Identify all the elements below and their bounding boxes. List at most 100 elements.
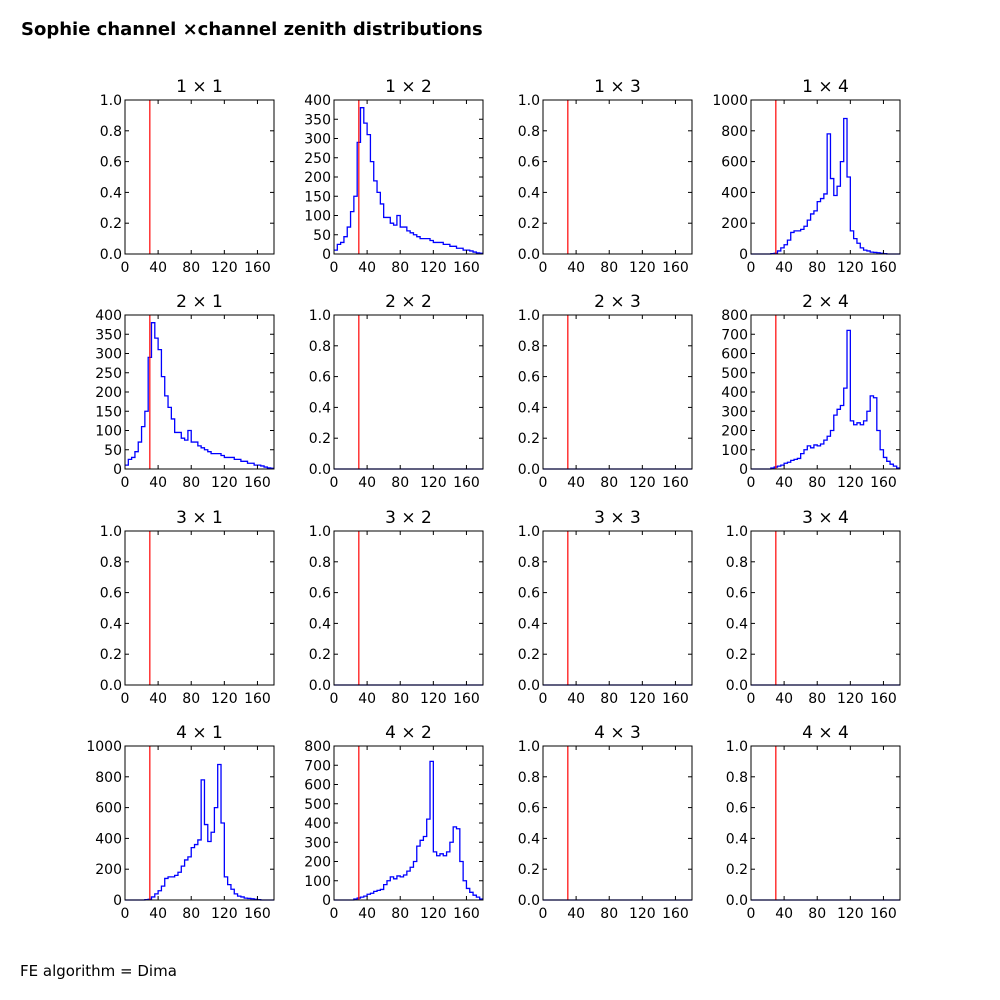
y-tick-label: 0.0 [518,462,540,478]
y-tick-label: 0.8 [518,555,540,571]
y-tick-label: 0.6 [309,370,331,386]
x-tick-label: 0 [121,691,130,707]
y-tick-label: 800 [721,308,748,324]
axes-frame [333,745,484,901]
y-tick-label: 0.0 [309,678,331,694]
x-tick-label: 0 [330,906,339,922]
y-tick-label: 700 [304,758,331,774]
y-tick-label: 0.2 [100,647,122,663]
subplot-title: 4 × 1 [176,723,223,743]
y-tick-label: 0.4 [309,400,331,416]
y-tick-label: 200 [721,216,748,232]
y-tick-label: 200 [304,855,331,871]
axes-frame [333,314,484,470]
y-tick-label: 0.6 [518,370,540,386]
subplot-title: 3 × 3 [594,508,641,528]
x-tick-label: 120 [420,260,447,276]
x-tick-label: 160 [870,260,897,276]
y-tick-label: 0.0 [518,247,540,263]
x-tick-label: 40 [567,260,585,276]
y-tick-label: 0.8 [100,124,122,140]
y-tick-label: 300 [304,835,331,851]
x-tick-label: 160 [453,906,480,922]
x-tick-label: 40 [775,475,793,491]
x-tick-label: 120 [211,691,238,707]
y-tick-label: 0.0 [100,678,122,694]
y-tick-label: 0.6 [518,586,540,602]
y-tick-label: 0.8 [309,339,331,355]
y-tick-label: 0.8 [518,124,540,140]
y-tick-label: 1000 [86,739,122,755]
y-tick-label: 1.0 [100,93,122,109]
subplot-title: 1 × 1 [176,77,223,97]
subplot-panel: 2 × 3 0 40 80 120 160 0.0 0.2 0.4 0.6 0.8 1.0 [518,292,693,491]
y-tick-label: 1.0 [518,739,540,755]
x-tick-label: 120 [629,260,656,276]
y-tick-label: 100 [721,443,748,459]
x-tick-label: 80 [391,691,409,707]
y-tick-label: 0 [739,462,748,478]
x-tick-label: 80 [391,906,409,922]
x-tick-label: 0 [747,260,756,276]
x-tick-label: 0 [539,691,548,707]
y-tick-label: 0.8 [100,555,122,571]
x-tick-label: 80 [391,260,409,276]
axes-frame [542,530,693,686]
y-tick-label: 400 [95,308,122,324]
y-tick-label: 400 [95,831,122,847]
x-tick-label: 40 [775,260,793,276]
y-tick-label: 600 [721,155,748,171]
x-tick-label: 120 [837,260,864,276]
y-tick-label: 0 [113,462,122,478]
y-tick-label: 0.2 [518,216,540,232]
subplot-panel: 4 × 3 0 40 80 120 160 0.0 0.2 0.4 0.6 0.8 1.0 [518,723,693,922]
y-tick-label: 250 [304,151,331,167]
y-tick-label: 0.6 [726,586,748,602]
x-tick-label: 120 [211,475,238,491]
subplot-panel: 1 × 1 0 40 80 120 160 0.0 0.2 0.4 0.6 0.8 1.0 [100,77,275,276]
x-tick-label: 120 [629,691,656,707]
y-tick-label: 0.8 [518,339,540,355]
footer-note: FE algorithm = Dima [20,962,177,980]
x-tick-label: 160 [244,906,271,922]
axes-frame [750,745,901,901]
y-tick-label: 0.6 [100,586,122,602]
y-tick-label: 50 [313,228,331,244]
y-tick-label: 0.2 [309,431,331,447]
subplot-panel: 1 × 4 0 40 80 120 160 0 200 400 600 800 1000 [712,77,901,276]
y-tick-label: 0.4 [518,616,540,632]
subplot-panel: 2 × 4 0 40 80 120 160 0 100 200 300 400 500 600 700 80… [721,292,901,491]
x-tick-label: 40 [149,691,167,707]
subplot-panel: 3 × 1 0 40 80 120 160 0.0 0.2 0.4 0.6 0.8 1.0 [100,508,275,707]
x-tick-label: 160 [662,475,689,491]
subplot-panel: 4 × 4 0 40 80 120 160 0.0 0.2 0.4 0.6 0.8 1.0 [726,723,901,922]
x-tick-label: 0 [539,475,548,491]
x-tick-label: 160 [453,691,480,707]
x-tick-label: 0 [330,475,339,491]
y-tick-label: 0.4 [100,185,122,201]
subplot-title: 1 × 2 [385,77,432,97]
y-tick-label: 200 [721,424,748,440]
axes-frame [750,530,901,686]
y-tick-label: 800 [304,739,331,755]
subplot-title: 4 × 4 [802,723,849,743]
x-tick-label: 120 [629,906,656,922]
x-tick-label: 40 [358,691,376,707]
y-tick-label: 0.0 [726,893,748,909]
axes-frame [542,99,693,255]
y-tick-label: 0.0 [100,247,122,263]
y-tick-label: 600 [95,801,122,817]
axes-frame [542,314,693,470]
y-tick-label: 0.4 [518,831,540,847]
x-tick-label: 120 [420,906,447,922]
y-tick-label: 0.6 [100,155,122,171]
y-tick-label: 200 [95,385,122,401]
x-tick-label: 40 [149,906,167,922]
y-tick-label: 800 [95,770,122,786]
x-tick-label: 120 [211,260,238,276]
x-tick-label: 160 [453,475,480,491]
subplot-panel: 1 × 2 0 40 80 120 160 0 50 100 150 200 250 300 350 400 [304,77,484,276]
subplot-title: 2 × 2 [385,292,432,312]
x-tick-label: 80 [600,475,618,491]
